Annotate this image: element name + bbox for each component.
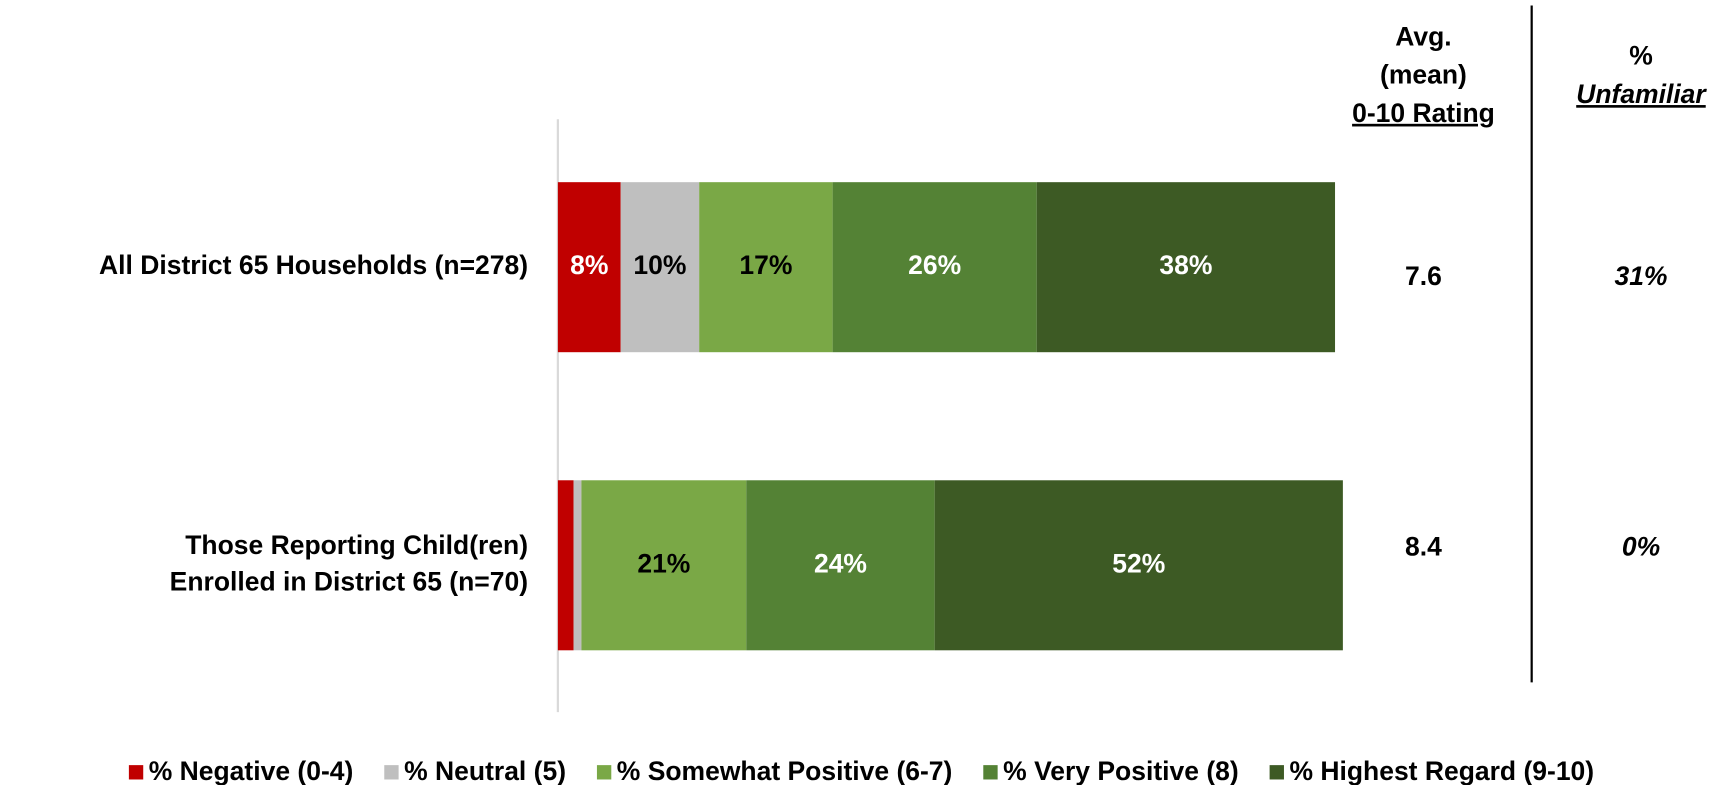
legend: % Negative (0-4) % Neutral (5) % Somewhat … xyxy=(128,756,1594,786)
legend-swatch xyxy=(384,765,399,780)
avg-rating-value: 8.4 xyxy=(1405,532,1442,562)
bar-segment xyxy=(699,182,833,353)
legend-label: % Highest Regard (9-10) xyxy=(1289,756,1594,785)
bar-segment xyxy=(557,182,621,353)
legend-swatch xyxy=(596,765,612,780)
data-label: 10% xyxy=(633,250,686,280)
bar-segment xyxy=(581,480,747,651)
bar-segment xyxy=(746,480,935,651)
unfamiliar-header: % xyxy=(1629,40,1653,70)
avg-rating-header: Avg. xyxy=(1395,22,1451,52)
avg-rating-header: 0-10 Rating xyxy=(1352,98,1495,128)
bar-segment xyxy=(1036,182,1336,353)
category-label: All District 65 Households (n=278) xyxy=(99,250,528,280)
legend-swatch xyxy=(128,765,144,780)
bar-segment xyxy=(832,182,1037,353)
unfamiliar-value: 0% xyxy=(1622,532,1660,562)
legend-label: % Somewhat Positive (6-7) xyxy=(617,756,953,785)
category-label: Enrolled in District 65 (n=70) xyxy=(170,567,528,597)
bar-segment xyxy=(557,480,574,651)
legend-swatch xyxy=(1269,765,1284,780)
data-label: 38% xyxy=(1159,250,1212,280)
unfamiliar-value: 31% xyxy=(1614,261,1667,291)
bar-segment xyxy=(573,480,582,651)
legend-label: % Neutral (5) xyxy=(404,756,566,785)
data-label: 24% xyxy=(814,548,867,578)
legend-swatch xyxy=(983,765,998,780)
data-label: 26% xyxy=(908,250,961,280)
data-label: 17% xyxy=(739,250,792,280)
legend-label: % Very Positive (8) xyxy=(1003,756,1239,785)
unfamiliar-header: Unfamiliar xyxy=(1576,79,1707,109)
data-label: 52% xyxy=(1112,548,1165,578)
category-label: Those Reporting Child(ren) xyxy=(185,530,528,560)
avg-rating-header: (mean) xyxy=(1380,60,1467,90)
legend-label: % Negative (0-4) xyxy=(149,756,354,785)
bar-segment xyxy=(934,480,1343,651)
bar-segment xyxy=(620,182,700,353)
avg-rating-value: 7.6 xyxy=(1405,261,1442,291)
data-label: 8% xyxy=(570,250,608,280)
data-label: 21% xyxy=(637,548,690,578)
